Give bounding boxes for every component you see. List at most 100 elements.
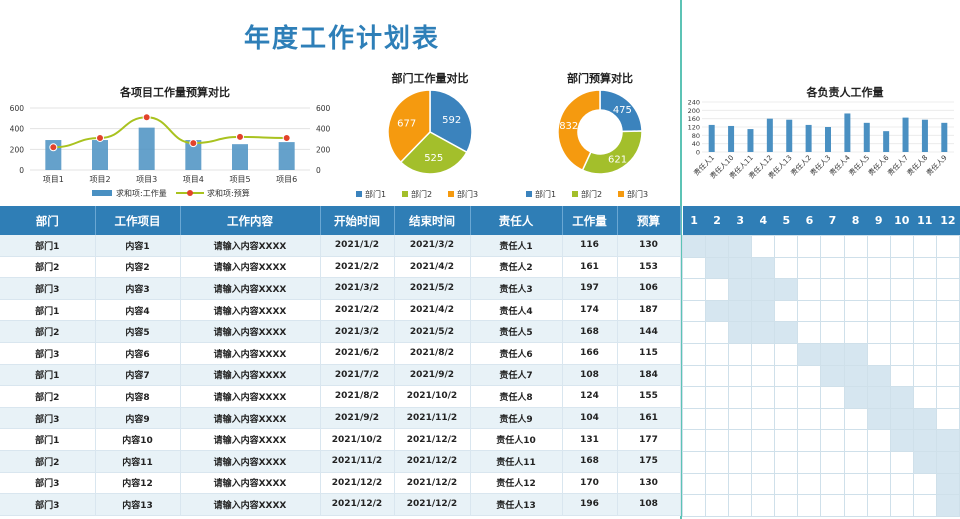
- gantt-cell[interactable]: [751, 386, 776, 409]
- gantt-cell[interactable]: [866, 256, 891, 280]
- table-cell[interactable]: 2021/1/2: [320, 235, 395, 257]
- table-cell[interactable]: 内容11: [95, 450, 181, 473]
- gantt-cell[interactable]: [797, 494, 822, 517]
- table-cell[interactable]: 部门1: [0, 235, 96, 257]
- gantt-cell[interactable]: [866, 450, 891, 474]
- gantt-cell[interactable]: [797, 364, 822, 388]
- gantt-cell[interactable]: [866, 494, 891, 517]
- table-cell[interactable]: 请输入内容XXXX: [180, 428, 321, 451]
- gantt-cell[interactable]: [912, 450, 937, 474]
- gantt-cell[interactable]: [843, 235, 868, 258]
- table-cell[interactable]: 请输入内容XXXX: [180, 385, 321, 408]
- table-cell[interactable]: 部门3: [0, 277, 96, 300]
- table-cell[interactable]: 请输入内容XXXX: [180, 320, 321, 343]
- gantt-cell[interactable]: [681, 386, 707, 409]
- table-cell[interactable]: 责任人7: [470, 364, 563, 387]
- dept-budget-donut-chart[interactable]: 475 621 832 部门1 部门2 部门3: [520, 86, 680, 206]
- gantt-cell[interactable]: [889, 407, 914, 431]
- gantt-cell[interactable]: [889, 494, 914, 517]
- table-cell[interactable]: 责任人11: [470, 450, 563, 473]
- gantt-cell[interactable]: [820, 472, 845, 496]
- table-cell[interactable]: 请输入内容XXXX: [180, 342, 321, 365]
- gantt-cell[interactable]: [935, 450, 960, 474]
- gantt-cell[interactable]: [889, 235, 914, 258]
- gantt-cell[interactable]: [866, 321, 891, 344]
- table-cell[interactable]: 108: [617, 493, 681, 516]
- table-cell[interactable]: 130: [617, 472, 681, 495]
- table-cell[interactable]: 153: [617, 256, 681, 279]
- table-cell[interactable]: 请输入内容XXXX: [180, 450, 321, 473]
- gantt-cell[interactable]: [751, 494, 776, 517]
- gantt-cell[interactable]: [935, 256, 960, 280]
- gantt-cell[interactable]: [935, 494, 960, 517]
- table-cell[interactable]: 部门2: [0, 385, 96, 408]
- gantt-cell[interactable]: [912, 494, 937, 517]
- gantt-cell[interactable]: [751, 342, 776, 366]
- table-cell[interactable]: 请输入内容XXXX: [180, 299, 321, 322]
- gantt-cell[interactable]: [843, 299, 868, 323]
- gantt-cell[interactable]: [728, 450, 753, 474]
- gantt-cell[interactable]: [774, 450, 799, 474]
- gantt-cell[interactable]: [681, 256, 707, 280]
- table-cell[interactable]: 责任人5: [470, 320, 563, 343]
- combo-chart[interactable]: 0 200 400 600 0 200 400 600 项目1 项目2 项目3 项目4 项目5 项目6 求和…: [0, 98, 340, 206]
- gantt-cell[interactable]: [681, 450, 707, 474]
- table-cell[interactable]: 130: [617, 235, 681, 257]
- gantt-cell[interactable]: [774, 364, 799, 388]
- gantt-cell[interactable]: [774, 235, 799, 258]
- gantt-cell[interactable]: [912, 321, 937, 344]
- gantt-cell[interactable]: [705, 278, 730, 301]
- table-cell[interactable]: 2021/12/2: [394, 472, 471, 495]
- gantt-cell[interactable]: [912, 299, 937, 323]
- gantt-cell[interactable]: [866, 386, 891, 409]
- gantt-cell[interactable]: [728, 407, 753, 431]
- gantt-cell[interactable]: [751, 256, 776, 280]
- table-cell[interactable]: 2021/6/2: [320, 342, 395, 365]
- table-cell[interactable]: 内容10: [95, 428, 181, 451]
- gantt-cell[interactable]: [751, 407, 776, 431]
- gantt-cell[interactable]: [797, 235, 822, 258]
- gantt-cell[interactable]: [820, 386, 845, 409]
- table-cell[interactable]: 2021/10/2: [394, 385, 471, 408]
- gantt-cell[interactable]: [681, 278, 707, 301]
- gantt-cell[interactable]: [681, 342, 707, 366]
- gantt-cell[interactable]: [705, 494, 730, 517]
- table-cell[interactable]: 116: [562, 235, 618, 257]
- table-cell[interactable]: 责任人8: [470, 385, 563, 408]
- gantt-cell[interactable]: [843, 278, 868, 301]
- table-cell[interactable]: 请输入内容XXXX: [180, 256, 321, 279]
- gantt-cell[interactable]: [912, 342, 937, 366]
- table-cell[interactable]: 175: [617, 450, 681, 473]
- table-cell[interactable]: 2021/12/2: [394, 450, 471, 473]
- table-cell[interactable]: 196: [562, 493, 618, 516]
- gantt-cell[interactable]: [820, 407, 845, 431]
- gantt-cell[interactable]: [889, 299, 914, 323]
- gantt-cell[interactable]: [774, 299, 799, 323]
- gantt-cell[interactable]: [912, 256, 937, 280]
- gantt-cell[interactable]: [751, 472, 776, 496]
- table-cell[interactable]: 部门3: [0, 342, 96, 365]
- gantt-cell[interactable]: [843, 386, 868, 409]
- gantt-cell[interactable]: [681, 321, 707, 344]
- table-cell[interactable]: 2021/12/2: [320, 493, 395, 516]
- table-cell[interactable]: 部门2: [0, 320, 96, 343]
- gantt-cell[interactable]: [843, 321, 868, 344]
- gantt-cell[interactable]: [774, 321, 799, 344]
- gantt-cell[interactable]: [705, 429, 730, 452]
- table-cell[interactable]: 责任人1: [470, 235, 563, 257]
- table-cell[interactable]: 131: [562, 428, 618, 451]
- gantt-cell[interactable]: [797, 407, 822, 431]
- gantt-cell[interactable]: [820, 494, 845, 517]
- gantt-cell[interactable]: [751, 321, 776, 344]
- gantt-cell[interactable]: [728, 364, 753, 388]
- gantt-cell[interactable]: [889, 429, 914, 452]
- table-cell[interactable]: 2021/2/2: [320, 299, 395, 322]
- table-cell[interactable]: 请输入内容XXXX: [180, 235, 321, 257]
- column-header[interactable]: 结束时间: [394, 206, 471, 235]
- gantt-cell[interactable]: [866, 429, 891, 452]
- table-cell[interactable]: 2021/12/2: [394, 428, 471, 451]
- gantt-cell[interactable]: [797, 472, 822, 496]
- table-cell[interactable]: 内容9: [95, 407, 181, 430]
- gantt-cell[interactable]: [912, 278, 937, 301]
- gantt-cell[interactable]: [774, 494, 799, 517]
